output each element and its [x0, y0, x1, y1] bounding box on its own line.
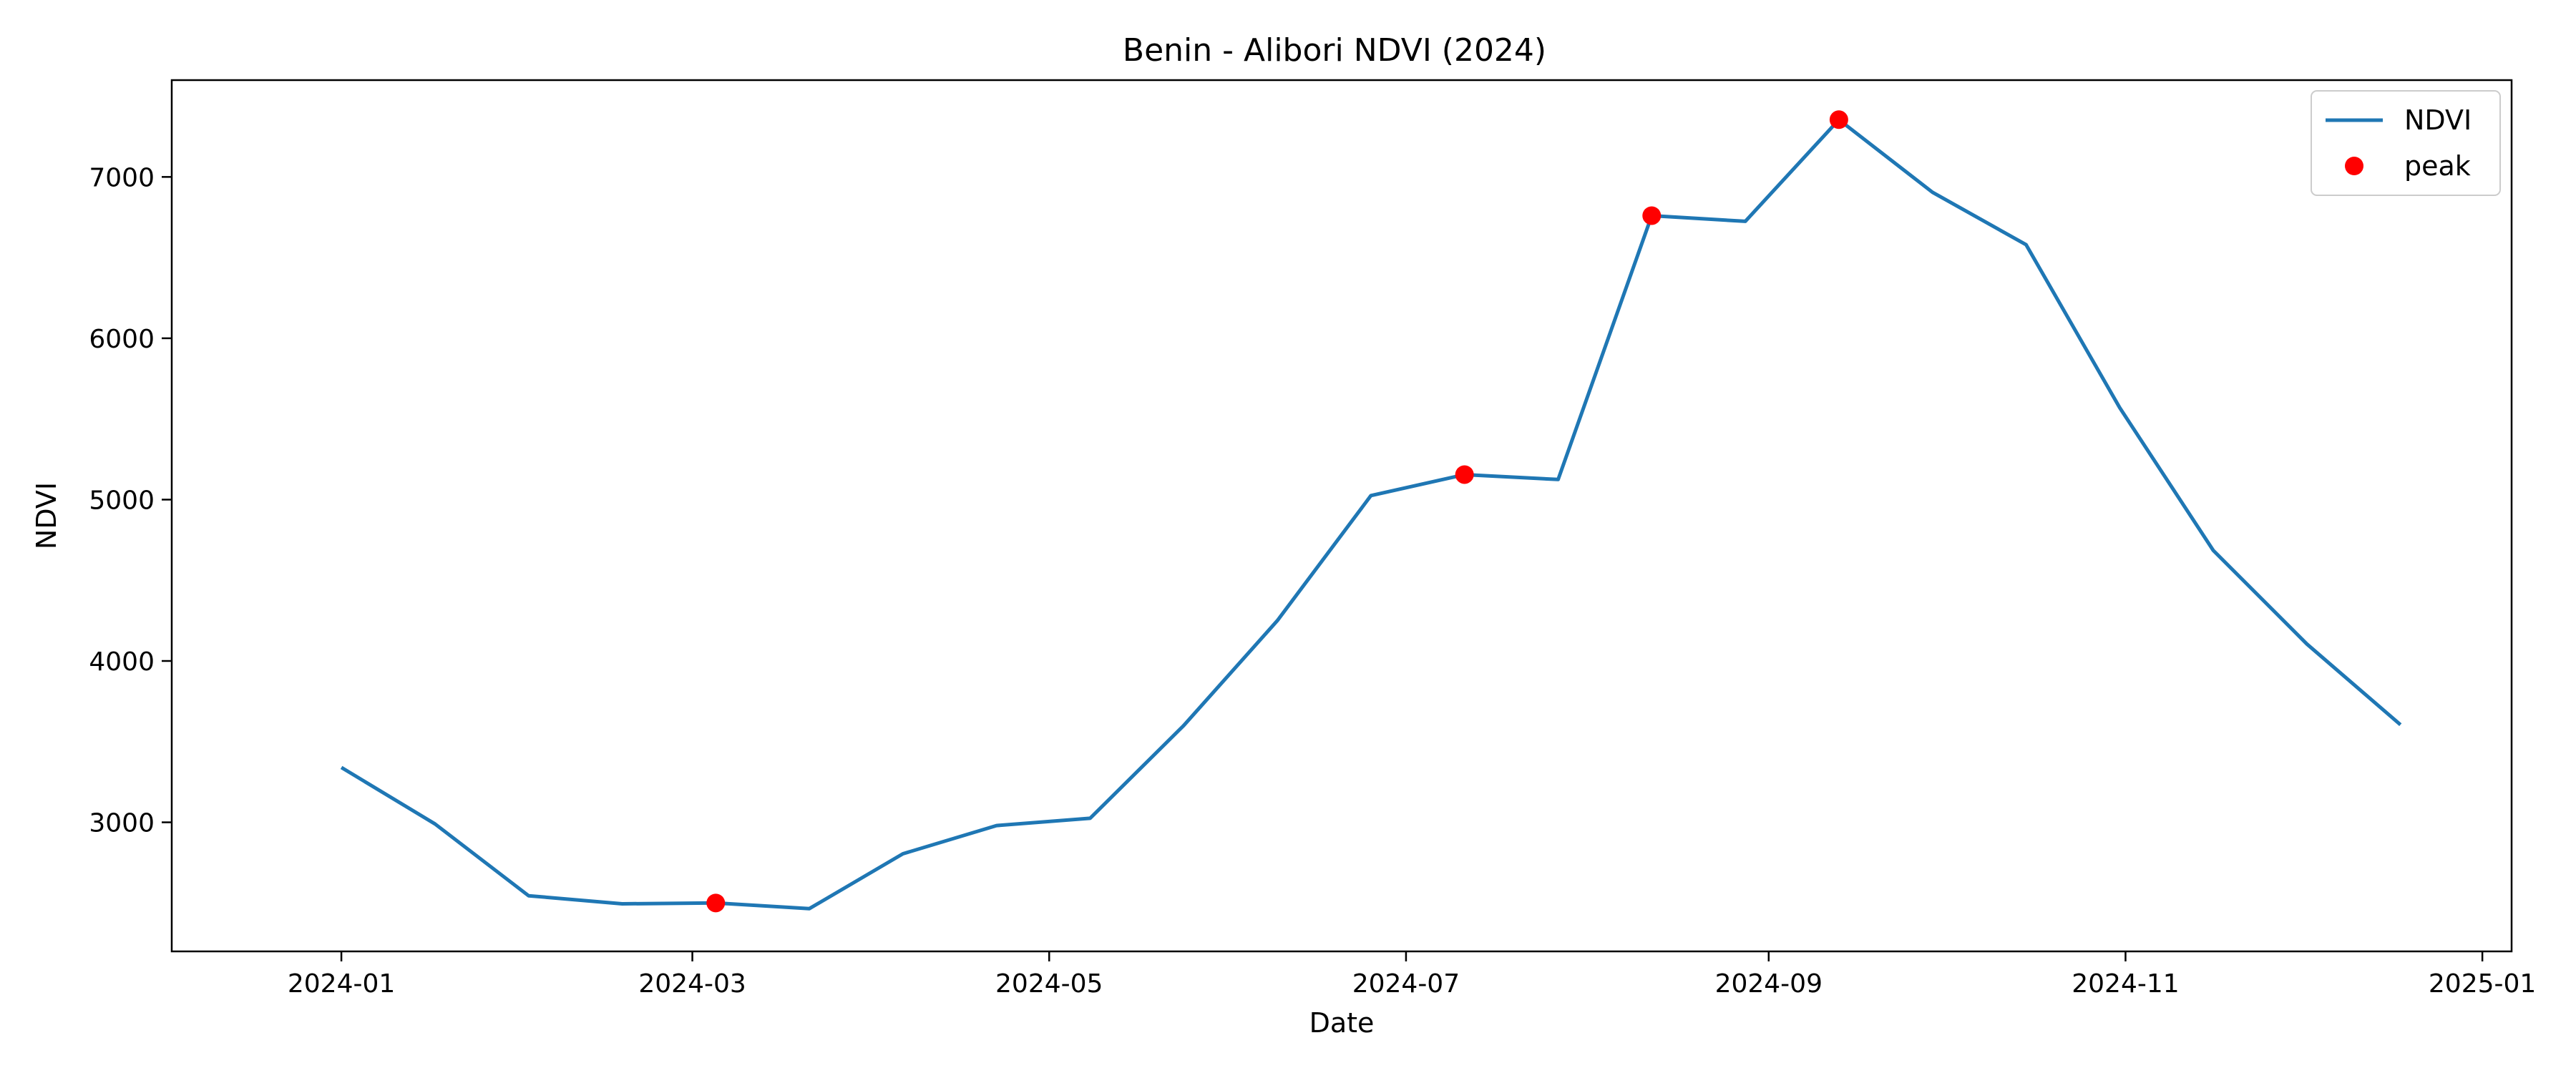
y-tick-label: 7000: [89, 163, 155, 192]
peak-point: [1829, 110, 1848, 129]
x-axis: 2024-01 2024-03 2024-05 2024-07 2024-09 2024-…: [288, 951, 2536, 999]
y-axis-label: NDVI: [31, 482, 62, 549]
plot-points: [706, 110, 1848, 913]
y-tick-label: 6000: [89, 325, 155, 354]
legend-peak-swatch: [2345, 157, 2363, 175]
x-tick-label: 2024-07: [1352, 969, 1460, 999]
peak-point: [706, 893, 726, 913]
x-tick-label: 2024-09: [1715, 969, 1823, 999]
x-tick-label: 2024-03: [638, 969, 746, 999]
plot-lines: [340, 117, 2402, 911]
x-tick-label: 2024-05: [995, 969, 1103, 999]
plot-area-frame: [170, 79, 2513, 953]
x-tick-label: 2025-01: [2429, 969, 2536, 999]
y-tick-label: 5000: [89, 486, 155, 515]
x-axis-label: Date: [1309, 1007, 1375, 1039]
y-tick-label: 3000: [89, 809, 155, 838]
x-tick-label: 2024-11: [2072, 969, 2179, 999]
chart-title: Benin - Alibori NDVI (2024): [1123, 32, 1546, 69]
y-tick-label: 4000: [89, 647, 155, 677]
legend-peak-label: peak: [2404, 150, 2471, 182]
peak-point: [1642, 206, 1662, 225]
ndvi-line: [340, 117, 2402, 911]
legend-ndvi-label: NDVI: [2404, 104, 2472, 136]
y-axis: 3000 4000 5000 6000 7000: [89, 163, 172, 838]
x-tick-label: 2024-01: [288, 969, 395, 999]
legend: NDVI peak: [2311, 90, 2501, 196]
peak-point: [1455, 465, 1474, 484]
